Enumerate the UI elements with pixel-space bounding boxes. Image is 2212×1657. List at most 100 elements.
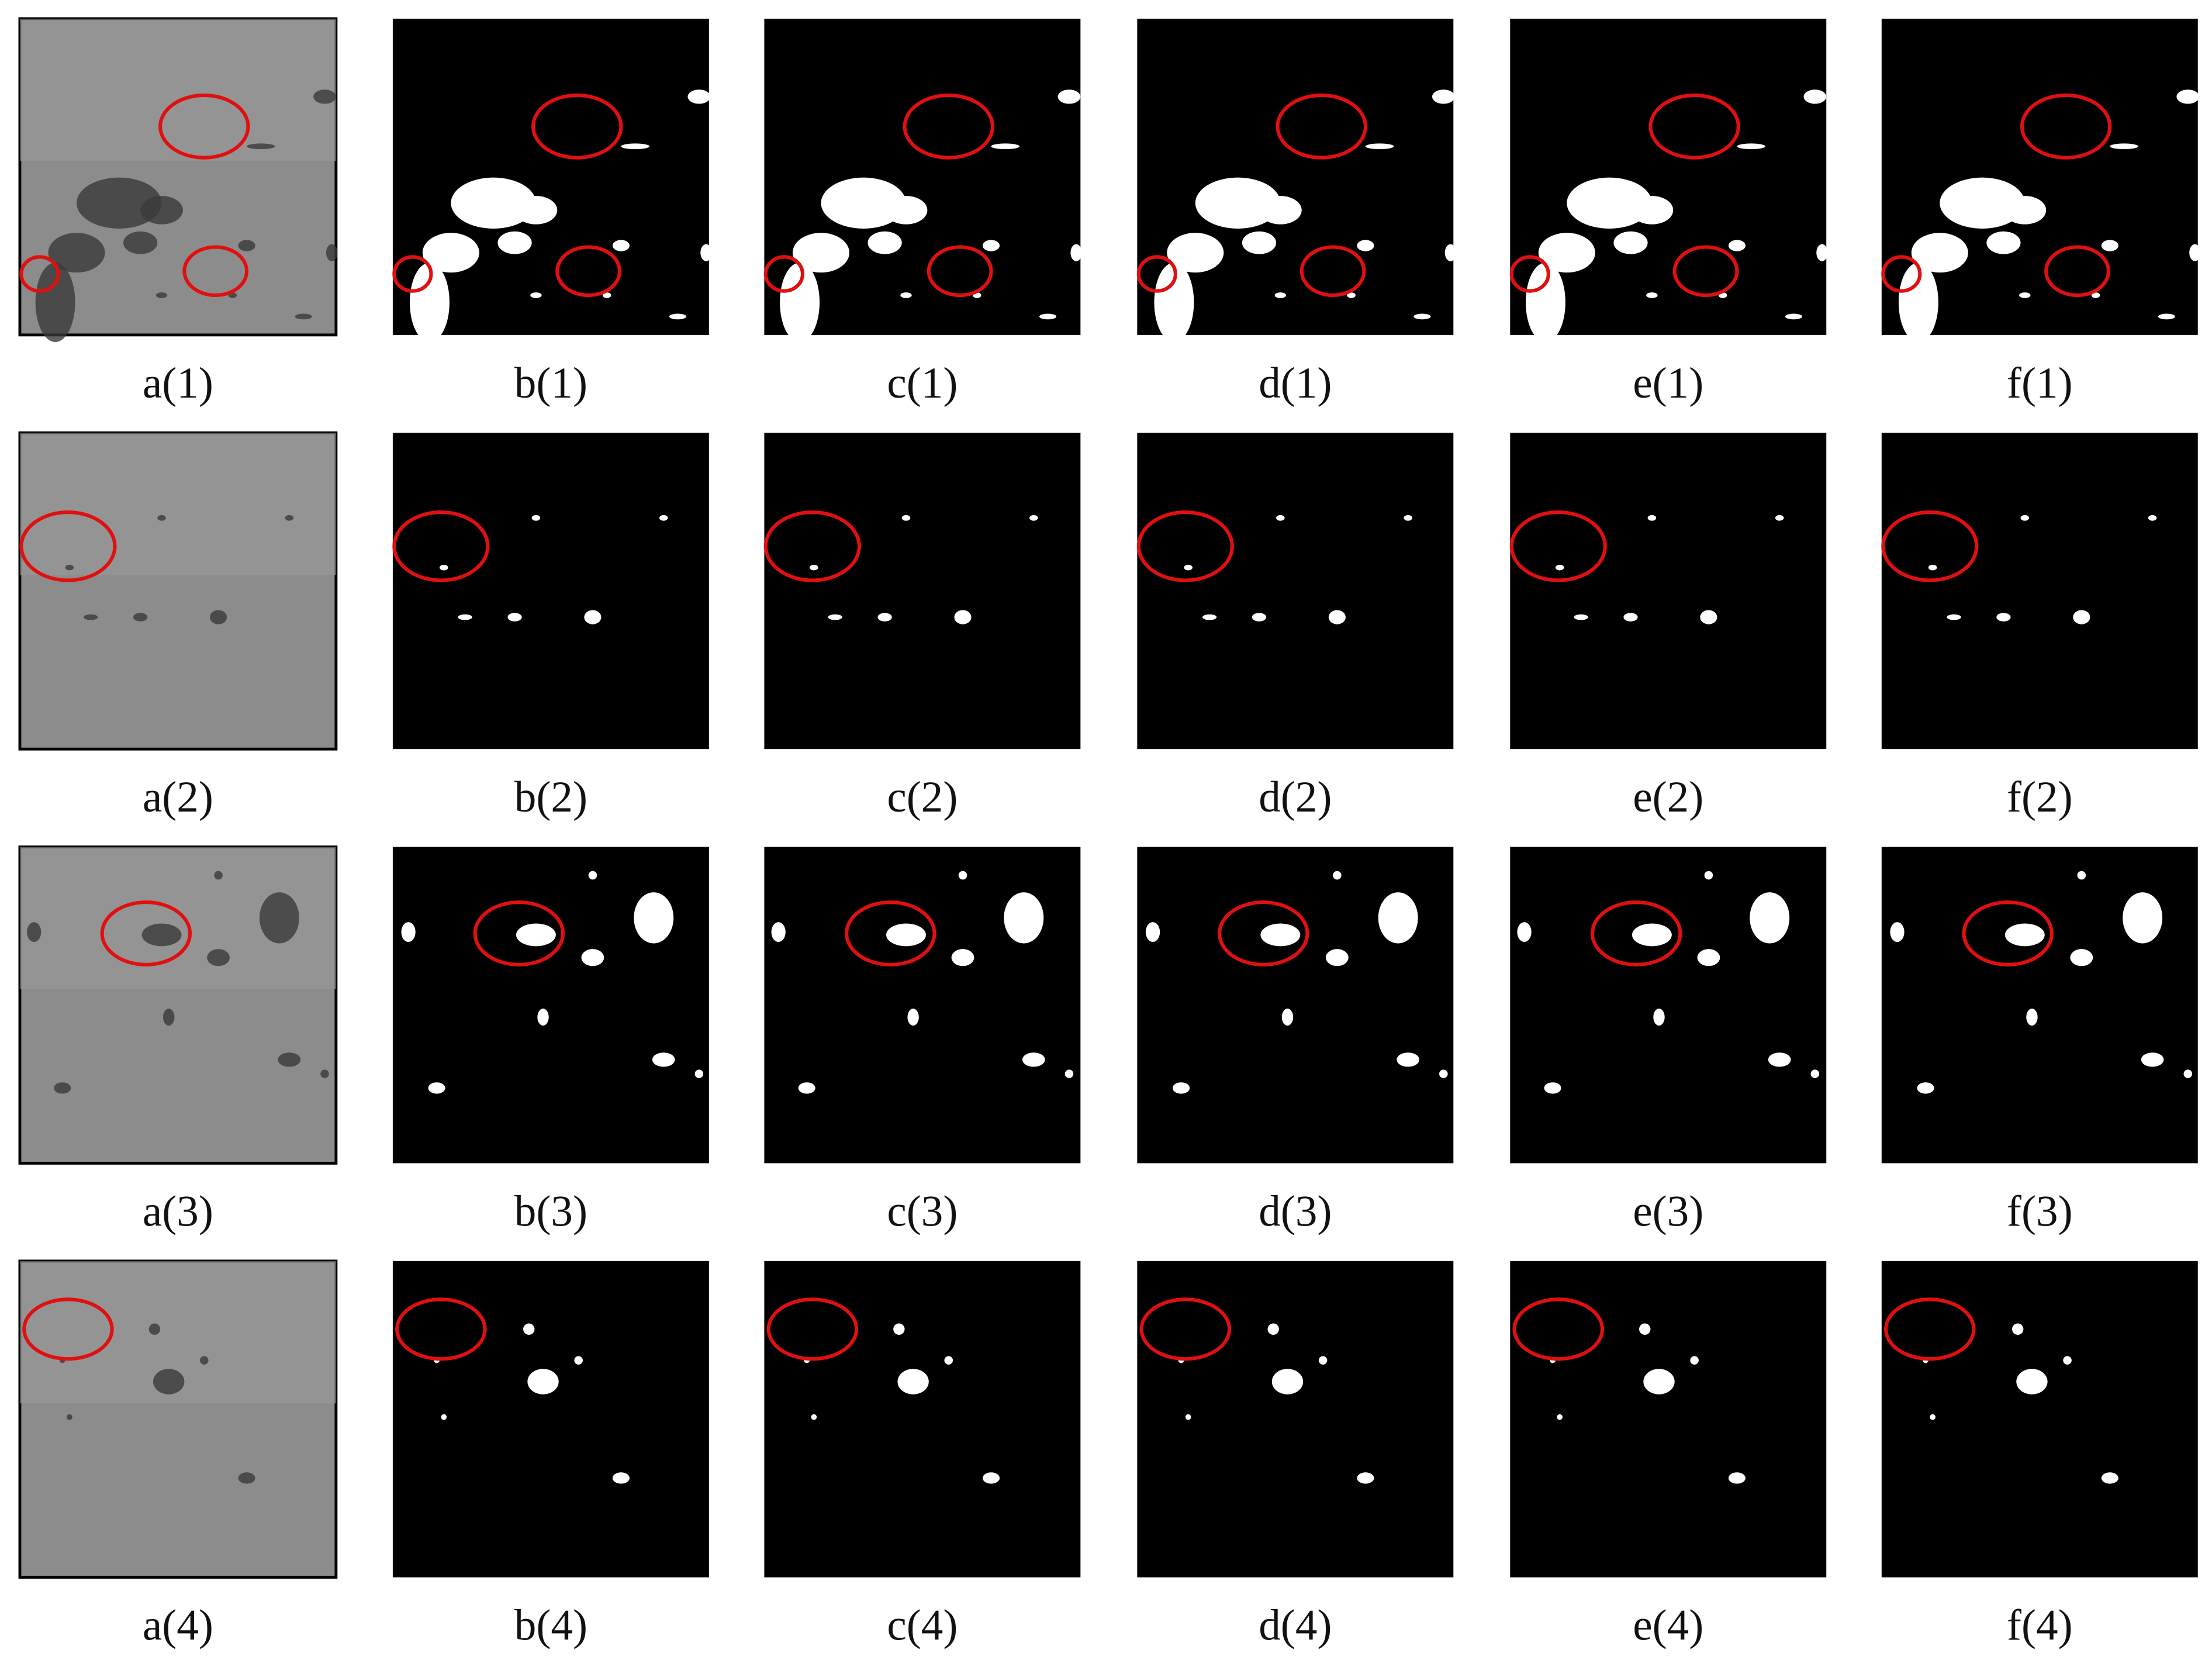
detected-region: [2063, 1356, 2072, 1365]
dark-region: [200, 1356, 209, 1365]
detected-region: [2016, 1369, 2048, 1394]
detected-region: [1775, 515, 1784, 521]
dark-region: [148, 1323, 161, 1335]
detected-region: [2026, 1009, 2038, 1026]
detected-region: [1357, 1472, 1374, 1484]
panel-label: d(1): [1259, 359, 1332, 408]
panel: [392, 1261, 709, 1577]
detected-region: [798, 1082, 815, 1094]
detected-region: [669, 313, 687, 320]
detected-region: [1242, 231, 1277, 254]
detected-region: [1737, 143, 1765, 150]
detected-region: [687, 89, 711, 104]
detected-region: [821, 177, 906, 229]
detected-region: [659, 515, 668, 521]
panel-label: b(2): [514, 773, 587, 821]
detected-region: [828, 614, 842, 620]
segmentation-map: [1510, 1261, 1827, 1577]
highlight-circle: [1299, 245, 1366, 297]
highlight-circle: [158, 93, 250, 160]
detected-region: [944, 1356, 953, 1365]
detected-region: [886, 923, 926, 947]
detected-region: [527, 1369, 559, 1394]
highlight-circle: [1881, 255, 1922, 293]
detected-region: [1274, 292, 1287, 298]
detected-region: [1259, 196, 1302, 225]
detected-region: [531, 515, 541, 521]
dark-region: [207, 949, 230, 966]
detected-region: [1325, 949, 1349, 966]
highlight-circle: [1136, 255, 1177, 293]
panel-label: f(4): [2007, 1601, 2073, 1650]
segmentation-map: [1510, 433, 1827, 750]
detected-region: [1202, 614, 1217, 620]
highlight-circle: [763, 255, 804, 293]
panel: [18, 17, 338, 343]
panel-label: a(3): [143, 1187, 213, 1235]
detected-region: [1928, 564, 1937, 571]
highlight-circle: [531, 93, 623, 160]
detected-region: [1378, 892, 1418, 944]
detected-region: [1252, 613, 1267, 622]
dark-region: [320, 1069, 329, 1078]
panel: [763, 433, 1081, 750]
detected-region: [1276, 515, 1285, 521]
detected-region: [1890, 922, 1905, 943]
detected-region: [1728, 1472, 1746, 1484]
detected-region: [1996, 613, 2011, 622]
highlight-circle: [845, 900, 936, 966]
detected-region: [1613, 231, 1648, 254]
dark-region: [214, 871, 223, 880]
detected-region: [1184, 564, 1193, 571]
detected-region: [1070, 244, 1082, 261]
detected-region: [2003, 196, 2047, 225]
panel: [18, 845, 338, 1165]
panel-label: d(3): [1259, 1187, 1332, 1235]
highlight-circle: [1139, 1297, 1232, 1361]
detected-region: [2011, 1323, 2024, 1335]
panel-label: b(4): [514, 1601, 587, 1650]
detected-region: [1432, 89, 1455, 104]
detected-region: [1347, 292, 1356, 298]
segmentation-map: [764, 18, 1081, 335]
detected-region: [1810, 1069, 1820, 1078]
segmentation-map: [1510, 847, 1827, 1164]
panel: [392, 18, 712, 343]
detected-region: [1260, 923, 1301, 947]
dark-region: [163, 1009, 175, 1026]
dark-region: [209, 610, 227, 624]
detected-region: [1004, 892, 1044, 944]
detected-region: [1574, 614, 1588, 620]
detected-region: [1173, 1082, 1190, 1094]
panel-label: f(2): [2007, 773, 2073, 821]
detected-region: [954, 610, 972, 624]
highlight-circle: [763, 510, 861, 582]
detected-region: [581, 949, 604, 966]
detected-region: [2141, 1052, 2164, 1067]
panel-label: c(1): [887, 359, 958, 408]
detected-region: [2183, 1069, 2193, 1078]
highlight-circle: [1276, 93, 1367, 160]
detected-region: [1728, 240, 1746, 251]
detected-region: [991, 143, 1020, 150]
detected-region: [1538, 233, 1595, 273]
highlight-circle: [392, 510, 490, 582]
detected-region: [574, 1356, 583, 1365]
panel: [764, 1261, 1081, 1577]
detected-region: [907, 1009, 919, 1026]
detected-region: [2091, 292, 2100, 298]
panel-label: a(4): [143, 1601, 213, 1650]
detected-region: [1167, 233, 1224, 273]
detected-region: [1444, 244, 1457, 261]
highlight-circle: [2020, 93, 2112, 160]
detected-region: [1555, 564, 1564, 571]
panel-label: a(1): [143, 359, 213, 408]
segmentation-map: [764, 1261, 1081, 1577]
segmentation-map: [1137, 433, 1454, 750]
detected-region: [612, 1472, 630, 1484]
panel-label: e(3): [1633, 1187, 1703, 1235]
panel: [763, 18, 1082, 343]
detected-region: [1785, 313, 1802, 320]
detected-region: [441, 1414, 447, 1420]
